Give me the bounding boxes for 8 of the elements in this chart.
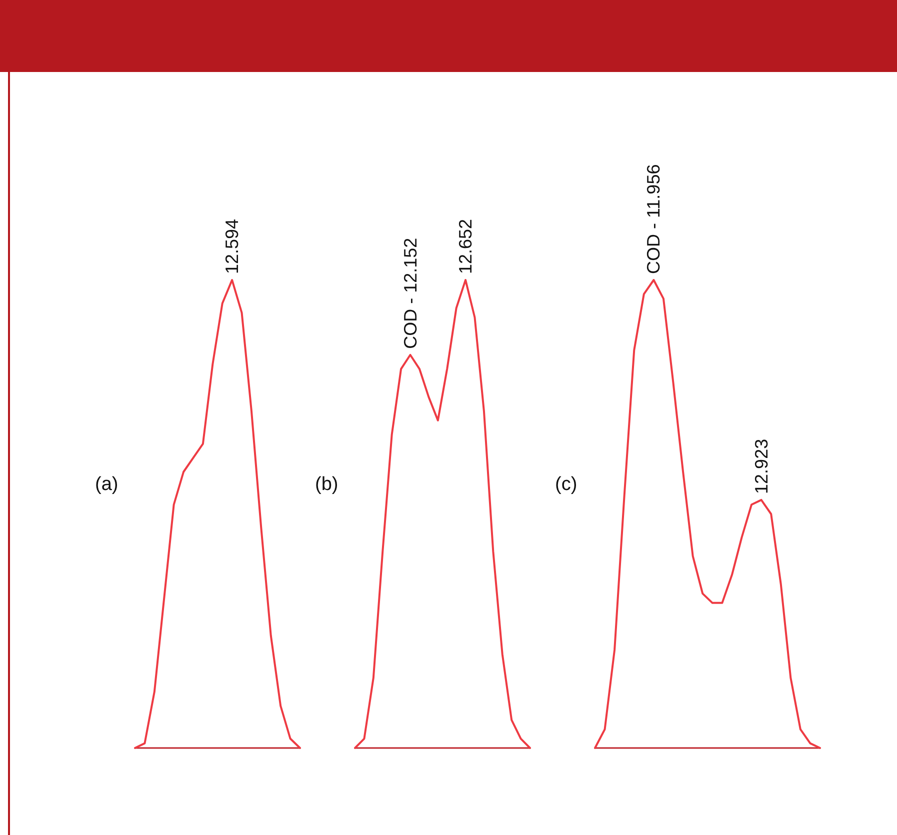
text: (a) — [95, 474, 118, 495]
annotation: 12.594 — [222, 218, 242, 274]
annotation: 12.923 — [751, 438, 772, 494]
text: (b) — [315, 474, 338, 495]
annotation: COD - 11.956 — [644, 164, 664, 274]
annotation: COD - 12.152 — [400, 238, 420, 349]
text: (c) — [555, 474, 578, 495]
annotation: 12.652 — [456, 218, 476, 274]
